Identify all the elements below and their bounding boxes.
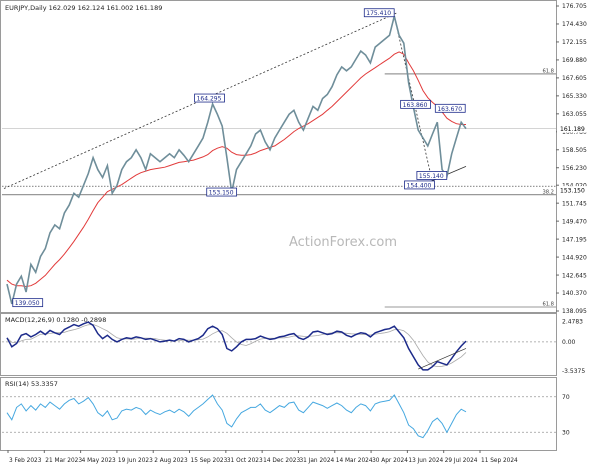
price-tick-label: 169.880 <box>562 57 587 64</box>
mid-high-label-box <box>194 93 225 103</box>
macd-line <box>6 321 467 371</box>
macd-signal-line <box>6 323 467 368</box>
price-tick-label: 158.505 <box>562 147 587 154</box>
price-tick-label: 156.230 <box>562 165 587 172</box>
x-tick-label: 19 Jun 2023 <box>118 458 153 464</box>
price-series <box>6 16 467 305</box>
support-price-tag-box <box>557 186 590 195</box>
top-high-label: 175.410 <box>366 10 391 17</box>
price-tick-label: 154.020 <box>562 182 587 189</box>
x-tick-label: 14 Mar 2024 <box>336 458 373 464</box>
top-high-label-box <box>363 8 395 18</box>
macd-axis: 2.4783 0.00 -3.5375 <box>2 319 585 375</box>
macd-tick-label: -3.5375 <box>562 368 585 375</box>
macd-divergence-line <box>418 348 467 370</box>
price-tick-label: 149.470 <box>562 218 587 225</box>
rsi-axis: 70 30 <box>2 394 570 436</box>
x-tick-label: 2 Aug 2023 <box>154 458 188 464</box>
price-tick-label: 140.370 <box>562 290 587 297</box>
x-axis: 3 Feb 2023 21 Mar 2023 4 May 2023 19 Jun 20… <box>7 450 518 464</box>
recent-low-label-box <box>416 171 448 180</box>
rsi-tick-label: 30 <box>562 429 570 436</box>
price-tick-label: 167.605 <box>562 75 587 82</box>
swing-low-label-box <box>404 180 435 190</box>
rsi-line <box>6 394 467 439</box>
support-price-tag: 153.150 <box>560 187 585 194</box>
x-tick-label: 30 Apr 2024 <box>372 458 408 464</box>
macd-tick-label: 0.00 <box>562 339 576 346</box>
fib-level-label: 38.2 <box>542 189 554 195</box>
price-tick-label: 151.745 <box>562 200 587 207</box>
rsi-series <box>6 394 467 439</box>
x-tick-label: 14 Dec 2023 <box>263 458 300 464</box>
x-tick-label: 11 Sep 2024 <box>481 458 518 464</box>
recent-low-label: 155.140 <box>419 173 444 180</box>
macd-panel-title: MACD(12,26,9) 0.1280 -0.2898 <box>5 316 106 324</box>
fib-level-label: 61.8 <box>542 302 554 308</box>
decline-trend-line <box>393 16 433 183</box>
moving-average-line <box>6 51 466 288</box>
price-overlays: 61.8 38.2 61.8 <box>2 12 556 308</box>
fib-level-label: 61.8 <box>542 68 554 74</box>
low-label-box <box>12 298 44 308</box>
post-high-label: 163.860 <box>403 102 428 109</box>
price-labels: 139.050 153.150 164.295 175.410 163.860 163.6… <box>12 8 590 308</box>
x-tick-label: 29 Jul 2024 <box>445 458 478 464</box>
price-tick-label: 174.430 <box>562 21 587 28</box>
rebound-high-label: 163.670 <box>437 106 462 113</box>
rsi-tick-label: 70 <box>562 394 570 401</box>
x-tick-label: 21 Mar 2023 <box>45 458 82 464</box>
october-low-label: 153.150 <box>209 190 234 197</box>
price-tick-label: 165.330 <box>562 93 587 100</box>
october-low-label-box <box>206 187 238 197</box>
low-label: 139.050 <box>15 300 40 307</box>
price-tick-label: 172.155 <box>562 39 587 46</box>
price-tick-label: 176.705 <box>562 3 587 10</box>
x-tick-label: 4 May 2023 <box>82 458 116 464</box>
price-panel-title: EURJPY,Daily 162.029 162.124 161.002 161… <box>5 4 162 12</box>
current-price-tag: 161.189 <box>560 126 585 133</box>
current-price-tag-box <box>557 124 590 133</box>
x-tick-label: 15 Sep 2023 <box>191 458 228 464</box>
swing-low-label: 154.400 <box>407 182 432 189</box>
x-tick-label: 3 Feb 2023 <box>9 458 42 464</box>
mid-high-label: 164.295 <box>197 96 222 103</box>
rsi-panel-title: RSI(14) 53.3357 <box>5 380 58 388</box>
x-tick-label: 31 Jan 2024 <box>299 458 334 464</box>
rebound-high-label-box <box>434 103 466 113</box>
macd-series <box>6 321 467 371</box>
macd-tick-label: 2.4783 <box>562 319 583 326</box>
watermark: ActionForex.com <box>289 235 397 250</box>
price-tick-label: 142.645 <box>562 272 587 279</box>
x-tick-label: 31 Oct 2023 <box>227 458 263 464</box>
price-tick-label: 147.195 <box>562 236 587 243</box>
price-line <box>6 16 467 305</box>
x-tick-label: 13 Jun 2024 <box>408 458 443 464</box>
price-tick-label: 163.055 <box>562 111 587 118</box>
price-tick-label: 138.095 <box>562 308 587 315</box>
price-tick-label: 144.920 <box>562 254 587 261</box>
post-high-label-box <box>400 99 431 109</box>
